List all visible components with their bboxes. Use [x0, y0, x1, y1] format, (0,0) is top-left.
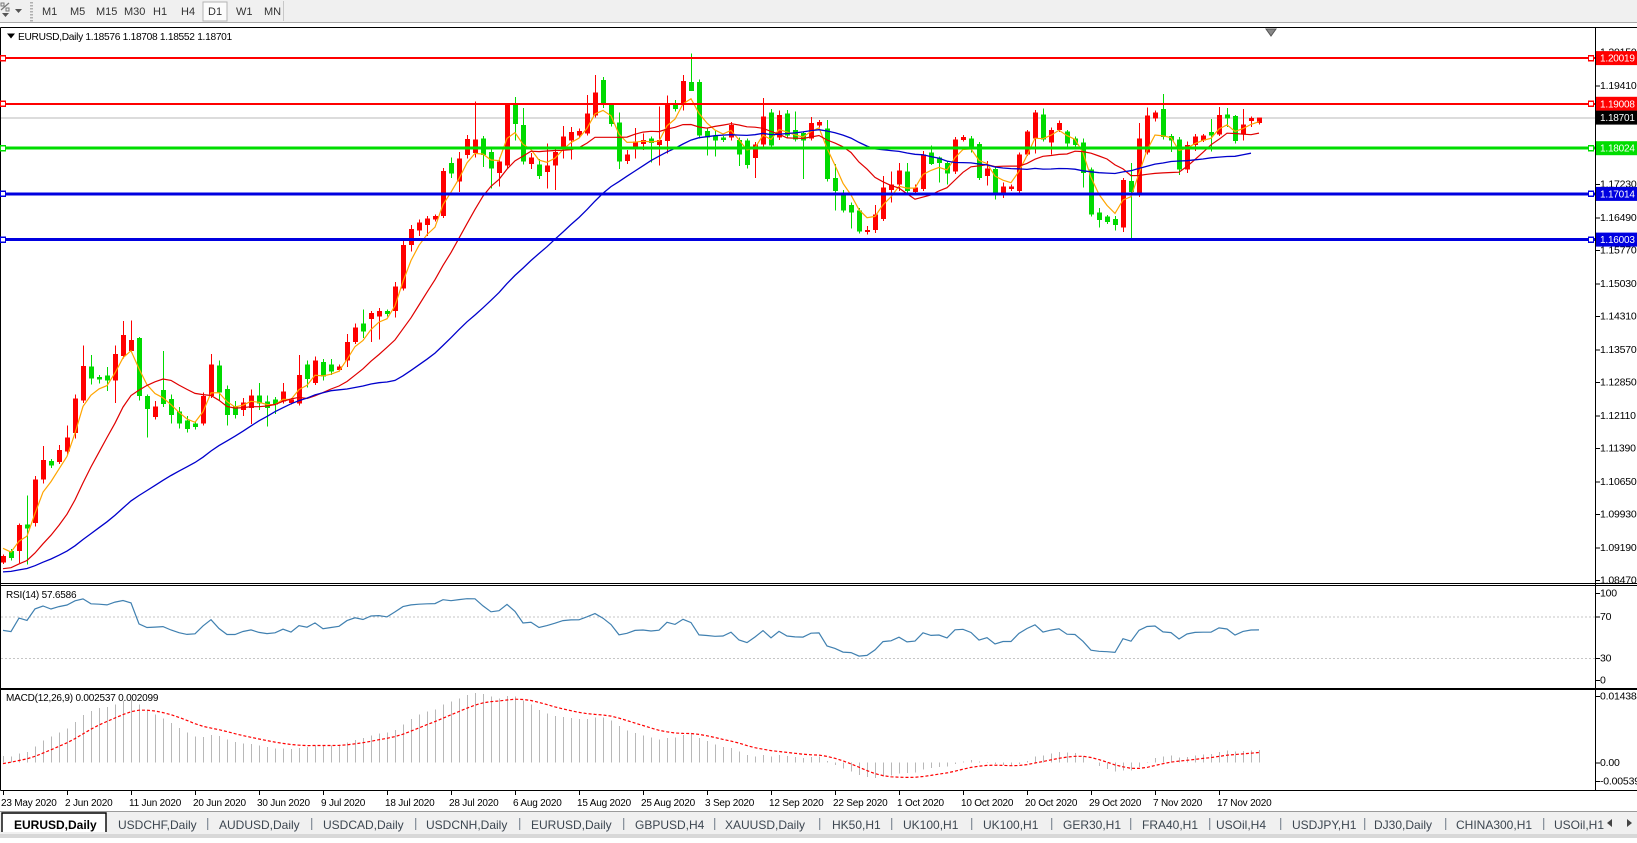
- svg-text:1.15030: 1.15030: [1600, 278, 1637, 290]
- svg-text:2 Jun 2020: 2 Jun 2020: [65, 798, 113, 809]
- svg-text:1.13570: 1.13570: [1600, 344, 1637, 356]
- svg-text:-0.005396: -0.005396: [1600, 776, 1637, 788]
- svg-text:70: 70: [1600, 611, 1612, 623]
- svg-text:20 Jun 2020: 20 Jun 2020: [193, 798, 246, 809]
- svg-text:CHINA300,H1: CHINA300,H1: [1456, 818, 1532, 832]
- svg-text:1.17014: 1.17014: [1600, 189, 1635, 200]
- svg-text:MN: MN: [264, 6, 281, 18]
- svg-text:25 Aug 2020: 25 Aug 2020: [641, 798, 696, 809]
- svg-text:100: 100: [1600, 588, 1617, 600]
- svg-text:1.09930: 1.09930: [1600, 509, 1637, 521]
- svg-text:M30: M30: [124, 6, 145, 18]
- svg-text:11 Jun 2020: 11 Jun 2020: [129, 798, 182, 809]
- svg-text:23 May 2020: 23 May 2020: [1, 798, 57, 809]
- svg-text:6 Aug 2020: 6 Aug 2020: [513, 798, 562, 809]
- svg-text:3 Sep 2020: 3 Sep 2020: [705, 798, 755, 809]
- svg-text:15 Aug 2020: 15 Aug 2020: [577, 798, 632, 809]
- svg-text:28 Jul 2020: 28 Jul 2020: [449, 798, 499, 809]
- svg-text:1.09190: 1.09190: [1600, 542, 1637, 554]
- svg-text:1.15770: 1.15770: [1600, 245, 1637, 257]
- svg-text:1.08470: 1.08470: [1600, 575, 1637, 587]
- svg-text:30: 30: [1600, 652, 1612, 664]
- svg-text:EURUSD,Daily: EURUSD,Daily: [14, 818, 97, 832]
- svg-text:1.19410: 1.19410: [1600, 80, 1637, 92]
- svg-text:DJ30,Daily: DJ30,Daily: [1374, 818, 1432, 832]
- svg-text:9 Jul 2020: 9 Jul 2020: [321, 798, 366, 809]
- svg-text:1.12850: 1.12850: [1600, 377, 1637, 389]
- svg-text:EURUSD,Daily: EURUSD,Daily: [531, 818, 612, 832]
- svg-text:1.16490: 1.16490: [1600, 212, 1637, 224]
- svg-text:10 Oct 2020: 10 Oct 2020: [961, 798, 1014, 809]
- svg-text:MACD(12,26,9) 0.002537 0.00209: MACD(12,26,9) 0.002537 0.002099: [6, 693, 159, 704]
- svg-text:XAUUSD,Daily: XAUUSD,Daily: [725, 818, 805, 832]
- svg-text:17 Nov 2020: 17 Nov 2020: [1217, 798, 1272, 809]
- svg-text:UK100,H1: UK100,H1: [983, 818, 1039, 832]
- svg-text:M1: M1: [42, 6, 57, 18]
- svg-text:29 Oct 2020: 29 Oct 2020: [1089, 798, 1142, 809]
- svg-text:1.18701: 1.18701: [1600, 113, 1635, 124]
- svg-text:M15: M15: [96, 6, 117, 18]
- svg-text:USOil,H4: USOil,H4: [1216, 818, 1266, 832]
- svg-text:0.00: 0.00: [1600, 757, 1620, 769]
- svg-text:7 Nov 2020: 7 Nov 2020: [1153, 798, 1203, 809]
- svg-text:1.16003: 1.16003: [1600, 235, 1635, 246]
- svg-text:GER30,H1: GER30,H1: [1063, 818, 1121, 832]
- svg-text:USDJPY,H1: USDJPY,H1: [1292, 818, 1357, 832]
- svg-text:RSI(14) 57.6586: RSI(14) 57.6586: [6, 590, 77, 601]
- svg-text:W1: W1: [236, 6, 253, 18]
- svg-text:1.20019: 1.20019: [1600, 54, 1635, 65]
- svg-text:D1: D1: [208, 6, 222, 18]
- svg-text:UK100,H1: UK100,H1: [903, 818, 959, 832]
- svg-text:12 Sep 2020: 12 Sep 2020: [769, 798, 824, 809]
- svg-text:GBPUSD,H4: GBPUSD,H4: [635, 818, 705, 832]
- svg-text:30 Jun 2020: 30 Jun 2020: [257, 798, 310, 809]
- svg-text:H1: H1: [153, 6, 167, 18]
- svg-text:FRA40,H1: FRA40,H1: [1142, 818, 1198, 832]
- svg-text:0.014384: 0.014384: [1600, 691, 1637, 703]
- svg-text:HK50,H1: HK50,H1: [832, 818, 881, 832]
- svg-text:1.12110: 1.12110: [1600, 410, 1636, 422]
- svg-text:22 Sep 2020: 22 Sep 2020: [833, 798, 888, 809]
- svg-text:USDCAD,Daily: USDCAD,Daily: [323, 818, 404, 832]
- svg-text:1.14310: 1.14310: [1600, 311, 1637, 323]
- svg-text:1.11390: 1.11390: [1600, 443, 1636, 455]
- svg-text:H4: H4: [181, 6, 195, 18]
- svg-text:0: 0: [1600, 675, 1606, 687]
- svg-text:USOil,H1: USOil,H1: [1554, 818, 1604, 832]
- svg-text:EURUSD,Daily 1.18576 1.18708: EURUSD,Daily 1.18576 1.18708 1.18552 1.1…: [18, 32, 233, 43]
- svg-text:USDCHF,Daily: USDCHF,Daily: [118, 818, 197, 832]
- svg-text:1 Oct 2020: 1 Oct 2020: [897, 798, 945, 809]
- svg-text:18 Jul 2020: 18 Jul 2020: [385, 798, 435, 809]
- svg-text:AUDUSD,Daily: AUDUSD,Daily: [219, 818, 300, 832]
- svg-text:20 Oct 2020: 20 Oct 2020: [1025, 798, 1078, 809]
- svg-text:M5: M5: [70, 6, 85, 18]
- svg-text:1.19008: 1.19008: [1600, 99, 1635, 110]
- svg-text:USDCNH,Daily: USDCNH,Daily: [426, 818, 507, 832]
- svg-text:1.10650: 1.10650: [1600, 476, 1637, 488]
- svg-text:1.18024: 1.18024: [1600, 144, 1635, 155]
